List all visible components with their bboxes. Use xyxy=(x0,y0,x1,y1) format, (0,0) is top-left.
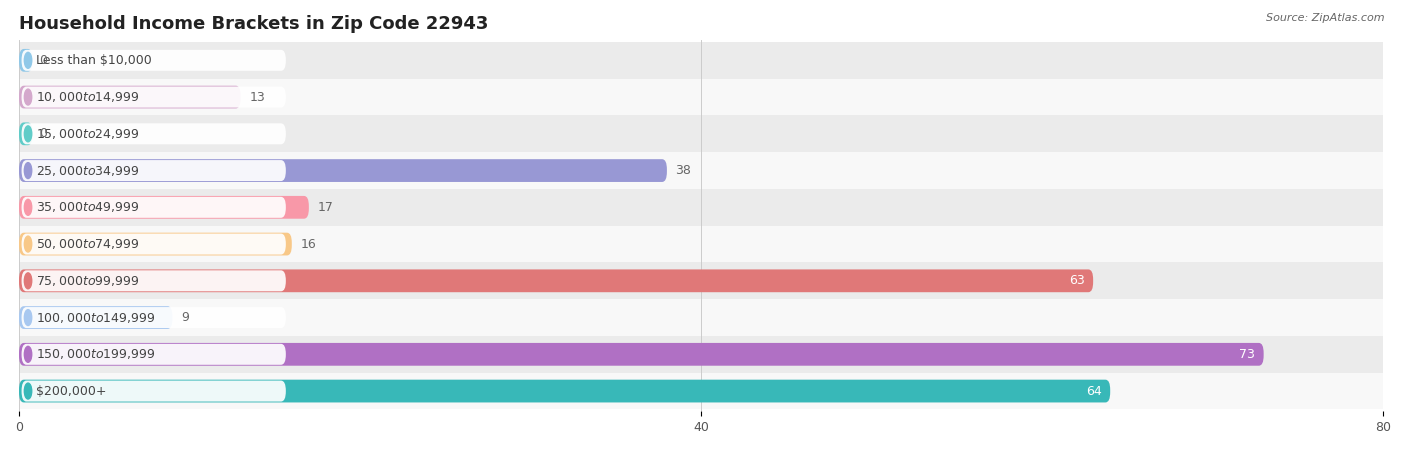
Text: 0: 0 xyxy=(39,128,48,141)
Bar xyxy=(20,79,1384,115)
Text: Less than $10,000: Less than $10,000 xyxy=(37,54,152,67)
Text: 16: 16 xyxy=(301,238,316,251)
Text: 63: 63 xyxy=(1069,274,1084,287)
Text: $15,000 to $24,999: $15,000 to $24,999 xyxy=(37,127,139,141)
Bar xyxy=(20,115,1384,152)
FancyBboxPatch shape xyxy=(21,307,285,328)
FancyBboxPatch shape xyxy=(21,160,285,181)
FancyBboxPatch shape xyxy=(21,344,285,365)
Bar xyxy=(20,336,1384,373)
Text: 73: 73 xyxy=(1239,348,1256,361)
FancyBboxPatch shape xyxy=(20,86,240,109)
FancyBboxPatch shape xyxy=(21,270,285,291)
Bar xyxy=(20,263,1384,299)
Text: $150,000 to $199,999: $150,000 to $199,999 xyxy=(37,348,156,361)
FancyBboxPatch shape xyxy=(20,233,292,255)
Circle shape xyxy=(24,126,32,142)
Circle shape xyxy=(24,53,32,68)
Text: $35,000 to $49,999: $35,000 to $49,999 xyxy=(37,200,139,214)
Circle shape xyxy=(24,236,32,252)
FancyBboxPatch shape xyxy=(21,233,285,255)
Circle shape xyxy=(24,310,32,326)
FancyBboxPatch shape xyxy=(20,123,32,145)
Bar xyxy=(20,42,1384,79)
Bar xyxy=(20,189,1384,226)
FancyBboxPatch shape xyxy=(20,380,1111,402)
Text: Source: ZipAtlas.com: Source: ZipAtlas.com xyxy=(1267,13,1385,23)
Bar xyxy=(20,226,1384,263)
Circle shape xyxy=(24,89,32,105)
FancyBboxPatch shape xyxy=(21,123,285,144)
Bar xyxy=(20,152,1384,189)
Circle shape xyxy=(24,383,32,399)
Text: $100,000 to $149,999: $100,000 to $149,999 xyxy=(37,311,156,325)
Text: Household Income Brackets in Zip Code 22943: Household Income Brackets in Zip Code 22… xyxy=(20,15,488,33)
Circle shape xyxy=(24,199,32,215)
Circle shape xyxy=(24,273,32,289)
Text: $25,000 to $34,999: $25,000 to $34,999 xyxy=(37,163,139,177)
FancyBboxPatch shape xyxy=(20,306,173,329)
FancyBboxPatch shape xyxy=(20,159,666,182)
FancyBboxPatch shape xyxy=(21,50,285,71)
Text: 17: 17 xyxy=(318,201,333,214)
Text: 9: 9 xyxy=(181,311,188,324)
Text: $75,000 to $99,999: $75,000 to $99,999 xyxy=(37,274,139,288)
FancyBboxPatch shape xyxy=(21,87,285,108)
FancyBboxPatch shape xyxy=(20,343,1264,365)
Circle shape xyxy=(24,163,32,179)
Text: 0: 0 xyxy=(39,54,48,67)
Text: 38: 38 xyxy=(675,164,692,177)
Text: 13: 13 xyxy=(249,91,264,104)
Text: $200,000+: $200,000+ xyxy=(37,384,107,397)
FancyBboxPatch shape xyxy=(20,49,32,72)
Bar xyxy=(20,373,1384,409)
Circle shape xyxy=(24,346,32,362)
FancyBboxPatch shape xyxy=(20,196,309,219)
Text: $50,000 to $74,999: $50,000 to $74,999 xyxy=(37,237,139,251)
FancyBboxPatch shape xyxy=(21,197,285,218)
FancyBboxPatch shape xyxy=(20,269,1092,292)
FancyBboxPatch shape xyxy=(21,381,285,401)
Text: $10,000 to $14,999: $10,000 to $14,999 xyxy=(37,90,139,104)
Text: 64: 64 xyxy=(1085,384,1102,397)
Bar xyxy=(20,299,1384,336)
